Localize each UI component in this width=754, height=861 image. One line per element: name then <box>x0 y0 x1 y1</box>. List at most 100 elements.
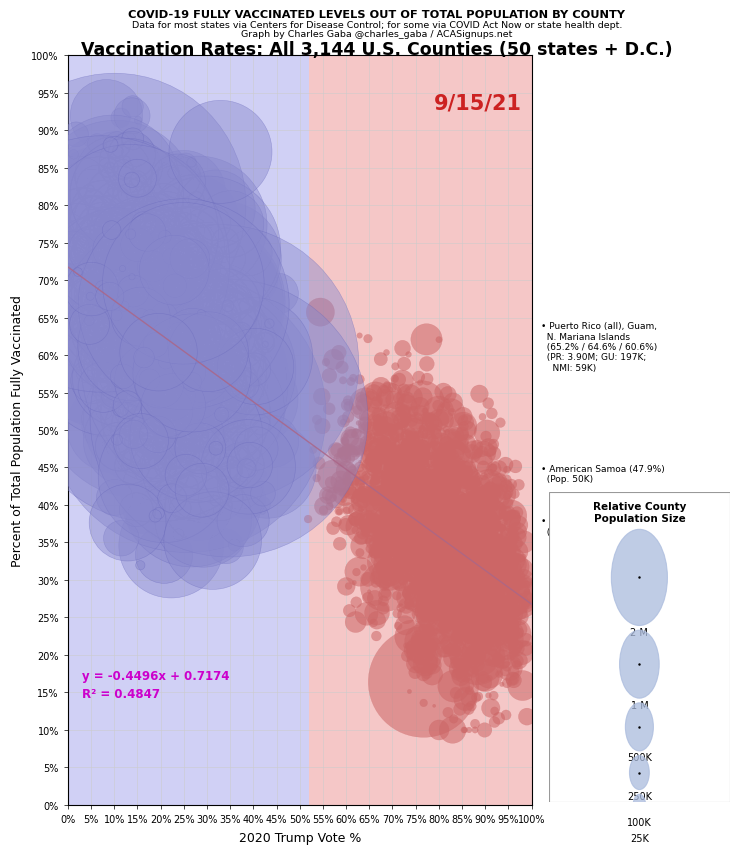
Point <box>372 495 385 509</box>
Point <box>421 527 434 541</box>
Point <box>178 263 190 277</box>
Point <box>396 558 408 572</box>
Point <box>103 363 115 377</box>
Point <box>405 578 417 592</box>
Point <box>223 418 235 432</box>
Point <box>462 550 474 564</box>
Point <box>127 294 139 307</box>
Point <box>124 300 136 313</box>
Point <box>219 455 231 468</box>
Point <box>492 649 504 663</box>
Point <box>449 547 461 561</box>
Point <box>127 317 139 331</box>
Point <box>370 441 382 455</box>
Point <box>478 527 490 541</box>
Point <box>458 463 470 477</box>
Text: • U.S. Virgin Islands (42.9%)
  (Pop. 81K): • U.S. Virgin Islands (42.9%) (Pop. 81K) <box>541 517 669 536</box>
Point <box>463 592 475 606</box>
Point <box>512 581 524 595</box>
Point <box>161 323 173 337</box>
Point <box>87 245 100 258</box>
Point <box>465 606 477 620</box>
Point <box>431 427 443 441</box>
Point <box>451 500 463 514</box>
Point <box>369 412 382 425</box>
Point <box>447 561 459 575</box>
Point <box>122 339 134 353</box>
Point <box>467 582 479 596</box>
Point <box>145 294 157 307</box>
Point <box>418 536 431 549</box>
Point <box>370 571 382 585</box>
Point <box>66 319 78 332</box>
Point <box>349 492 361 506</box>
Point <box>379 588 391 602</box>
Point <box>449 530 461 544</box>
Point <box>150 490 162 504</box>
Point <box>139 325 152 339</box>
Point <box>415 543 428 557</box>
Point <box>234 321 247 335</box>
Point <box>506 577 518 591</box>
Point <box>224 362 236 375</box>
Point <box>469 468 481 482</box>
Point <box>437 534 449 548</box>
Point <box>120 211 132 225</box>
Point <box>394 473 406 486</box>
Point <box>401 437 413 451</box>
Point <box>187 405 199 418</box>
Point <box>419 430 431 443</box>
Point <box>483 579 495 593</box>
Point <box>173 215 185 229</box>
Point <box>144 344 156 358</box>
Point <box>188 429 201 443</box>
Point <box>467 571 479 585</box>
Point <box>464 476 476 490</box>
Point <box>133 286 146 300</box>
Point <box>85 276 97 289</box>
Point <box>133 303 146 317</box>
Point <box>78 243 90 257</box>
Point <box>383 468 395 481</box>
Point <box>136 296 149 310</box>
Point <box>136 347 149 361</box>
Point <box>166 342 178 356</box>
Point <box>501 490 513 504</box>
Point <box>139 257 152 270</box>
Point <box>504 617 516 631</box>
Point <box>459 661 471 675</box>
Point <box>482 630 494 644</box>
Point <box>414 567 426 581</box>
Point <box>195 332 207 346</box>
Point <box>328 470 340 484</box>
Point <box>437 633 449 647</box>
Point <box>364 389 376 403</box>
Point <box>391 457 403 471</box>
Point <box>133 340 145 354</box>
Point <box>127 336 139 350</box>
Point <box>417 596 429 610</box>
Point <box>201 288 213 301</box>
Point <box>426 510 438 523</box>
Point <box>196 369 208 383</box>
Point <box>127 251 139 265</box>
Point <box>170 400 182 413</box>
Point <box>400 499 412 512</box>
Point <box>344 452 356 466</box>
Point <box>467 523 480 536</box>
Point <box>507 583 520 597</box>
Bar <box>68 56 309 805</box>
Point <box>421 421 433 435</box>
Point <box>114 208 126 221</box>
Point <box>397 418 409 431</box>
Point <box>169 327 181 341</box>
Point <box>333 505 345 518</box>
Text: 25K: 25K <box>630 833 649 843</box>
Y-axis label: Percent of Total Population Fully Vaccinated: Percent of Total Population Fully Vaccin… <box>11 294 24 567</box>
Point <box>342 400 354 413</box>
Point <box>210 494 222 508</box>
Point <box>425 511 437 524</box>
Point <box>81 295 93 309</box>
Point <box>163 377 175 391</box>
Point <box>209 375 221 389</box>
